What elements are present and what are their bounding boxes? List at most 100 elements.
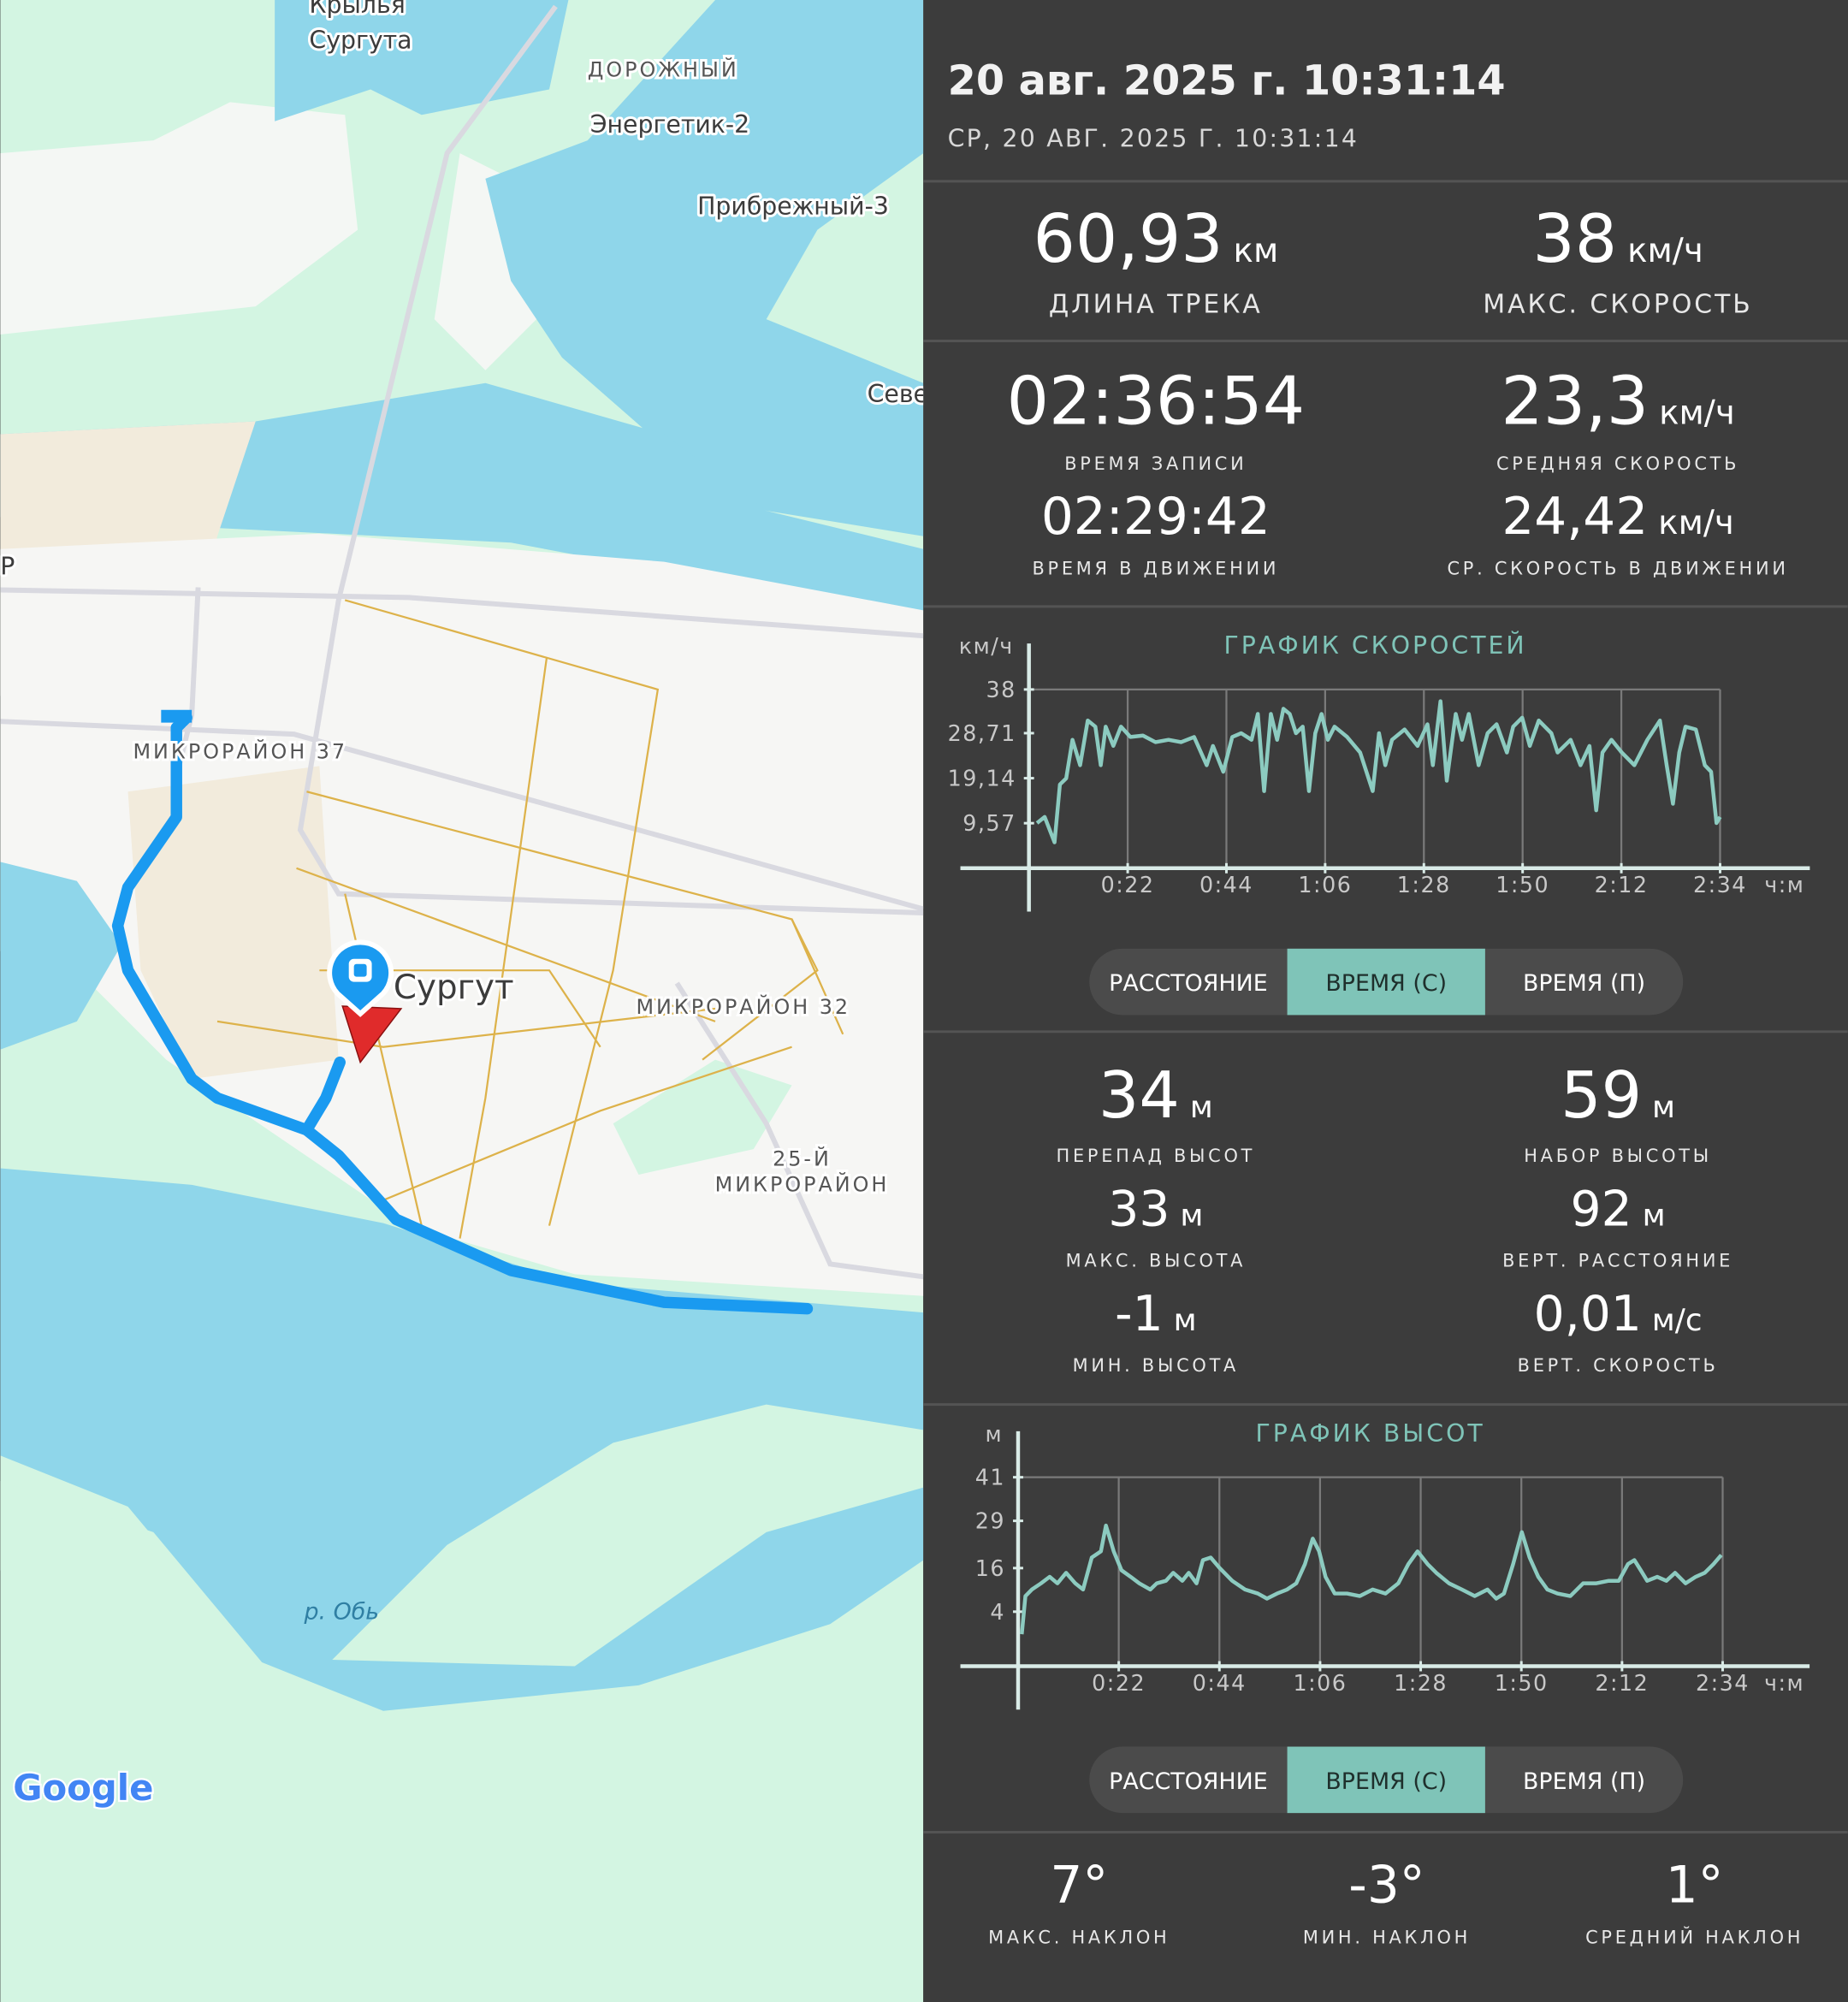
data-line	[1020, 1523, 1723, 1635]
stat-number: -3°	[1348, 1857, 1424, 1916]
google-logo: Google	[13, 1767, 153, 1809]
stat-unit: м	[1652, 1090, 1675, 1125]
stat-label: МИН. НАКЛОН	[1303, 1927, 1471, 1947]
road	[0, 719, 924, 912]
stat-label: НАБОР ВЫСОТЫ	[1524, 1146, 1712, 1166]
toggle-option[interactable]: РАССТОЯНИЕ	[1109, 1768, 1268, 1795]
stat-label: ВЕРТ. СКОРОСТЬ	[1518, 1355, 1719, 1376]
map-label: Крылья	[309, 0, 405, 19]
stat-unit: м	[1180, 1199, 1203, 1234]
x-tick-label: 1:50	[1496, 872, 1549, 897]
data-line	[1035, 699, 1722, 844]
x-tick-label: 2:34	[1696, 1670, 1750, 1696]
segmented-control[interactable]: РАССТОЯНИЕ ВРЕМЯ (С) ВРЕМЯ (П)	[1089, 948, 1684, 1016]
chart: ГРАФИК ВЫСОТ м 0:22 0:44 1:06 1:28 1:50 2:12 2:3…	[960, 1419, 1810, 1710]
chart-title: ГРАФИК ВЫСОТ	[1255, 1419, 1484, 1448]
stat-unit: м	[1190, 1090, 1213, 1125]
stat-number: 1°	[1666, 1857, 1724, 1916]
stat-value: 02:29:42	[1041, 488, 1270, 547]
map-label: ДОРОЖНЫЙ	[588, 58, 739, 82]
toggle-option[interactable]: ВРЕМЯ (С)	[1325, 1768, 1447, 1795]
map-water	[0, 862, 122, 1050]
stat-value: 1°	[1666, 1857, 1724, 1916]
stat-value: 34 м	[1099, 1058, 1213, 1133]
stat-unit: км	[1234, 232, 1279, 270]
segmented-control[interactable]: РАССТОЯНИЕ ВРЕМЯ (С) ВРЕМЯ (П)	[1089, 1746, 1684, 1814]
x-tick-label: 1:28	[1397, 872, 1451, 897]
stat-unit: м/с	[1652, 1303, 1703, 1338]
street	[306, 791, 844, 1035]
map-island	[0, 1481, 281, 1698]
stat-value: 24,42 км/ч	[1502, 488, 1734, 547]
stat-label: ДЛИНА ТРЕКА	[1049, 290, 1263, 320]
header-subdate: СР, 20 АВГ. 2025 Г. 10:31:14	[948, 125, 1359, 153]
x-tick-label: 2:12	[1595, 872, 1649, 897]
road	[674, 981, 924, 1280]
x-tick-label: 2:12	[1595, 1670, 1649, 1696]
header-date: 20 авг. 2025 г. 10:31:14	[948, 57, 1506, 104]
x-tick-label: 1:28	[1394, 1670, 1448, 1696]
chart-title: ГРАФИК СКОРОСТЕЙ	[1223, 631, 1526, 660]
y-axis-label: м	[985, 1421, 1003, 1447]
stat-number: 33	[1108, 1182, 1170, 1238]
y-axis-label: км/ч	[959, 633, 1014, 659]
map-label: Сургут	[394, 968, 514, 1007]
stat-number: 02:36:54	[1007, 363, 1306, 440]
street	[319, 969, 601, 1048]
stat-label: ВРЕМЯ В ДВИЖЕНИИ	[1032, 559, 1279, 579]
stat-number: 02:29:42	[1041, 488, 1270, 547]
start-marker	[161, 709, 192, 723]
map-label: МИКРОРАЙОН 37	[133, 739, 347, 763]
street	[344, 599, 660, 1226]
map-area	[127, 766, 339, 1080]
stat-number: 23,3	[1501, 363, 1649, 440]
street	[702, 918, 819, 1061]
stat-value: 92 м	[1571, 1182, 1666, 1238]
stat-unit: м	[1643, 1199, 1666, 1234]
toggle-option[interactable]: ВРЕМЯ (П)	[1523, 970, 1645, 997]
x-tick-label: 2:34	[1693, 872, 1747, 897]
toggle-option[interactable]: ВРЕМЯ (П)	[1523, 1768, 1645, 1795]
stat-number: 92	[1571, 1182, 1632, 1238]
stat-label: ВЕРТ. РАССТОЯНИЕ	[1502, 1250, 1733, 1270]
stat-value: -3°	[1348, 1857, 1424, 1916]
stat-label: СР. СКОРОСТЬ В ДВИЖЕНИИ	[1447, 559, 1788, 579]
stat-number: 24,42	[1502, 488, 1648, 547]
stat-number: 34	[1099, 1058, 1180, 1133]
stat-value: 23,3 км/ч	[1501, 363, 1734, 440]
chart: ГРАФИК СКОРОСТЕЙ км/ч 0:22 0:44 1:06 1:28 1:50…	[948, 631, 1810, 912]
map[interactable]: Крылья Сургута ДОРОЖНЫЙ Энергетик-2 Приб…	[0, 0, 928, 2002]
toggle-option[interactable]: ВРЕМЯ (С)	[1325, 970, 1447, 997]
separators	[923, 180, 1848, 1834]
stat-number: -1	[1115, 1286, 1164, 1342]
toggle-selected	[1287, 1746, 1485, 1814]
map-label: Энергетик-2	[590, 110, 749, 139]
stat-number: 60,93	[1033, 201, 1223, 278]
map-label: МИКРОРАЙОН	[715, 1172, 890, 1196]
map-label: Р	[0, 553, 15, 581]
street	[459, 657, 548, 1239]
y-tick-label: 29	[975, 1508, 1005, 1534]
x-tick-label: 0:44	[1193, 1670, 1247, 1696]
stat-number: 38	[1532, 201, 1617, 278]
stat-value: 38 км/ч	[1532, 201, 1703, 278]
map-roads	[0, 4, 924, 1280]
route-branch	[300, 1056, 346, 1136]
x-tick-label: 1:50	[1495, 1670, 1549, 1696]
route	[111, 711, 814, 1315]
stat-value: 60,93 км	[1033, 201, 1278, 278]
stat-label: МАКС. СКОРОСТЬ	[1483, 290, 1752, 320]
stat-label: МАКС. ВЫСОТА	[1066, 1250, 1247, 1270]
map-label: р. Обь	[303, 1598, 379, 1625]
map-park	[613, 1059, 792, 1175]
stat-value: 0,01 м/с	[1534, 1286, 1703, 1342]
stat-number: 59	[1561, 1058, 1642, 1133]
stat-value: 7°	[1050, 1857, 1108, 1916]
toggle-option[interactable]: РАССТОЯНИЕ	[1109, 970, 1268, 997]
map-area	[0, 102, 358, 335]
x-axis-label: ч:м	[1764, 1670, 1804, 1696]
stat-unit: км/ч	[1627, 232, 1703, 270]
x-tick-label: 1:06	[1293, 1670, 1347, 1696]
